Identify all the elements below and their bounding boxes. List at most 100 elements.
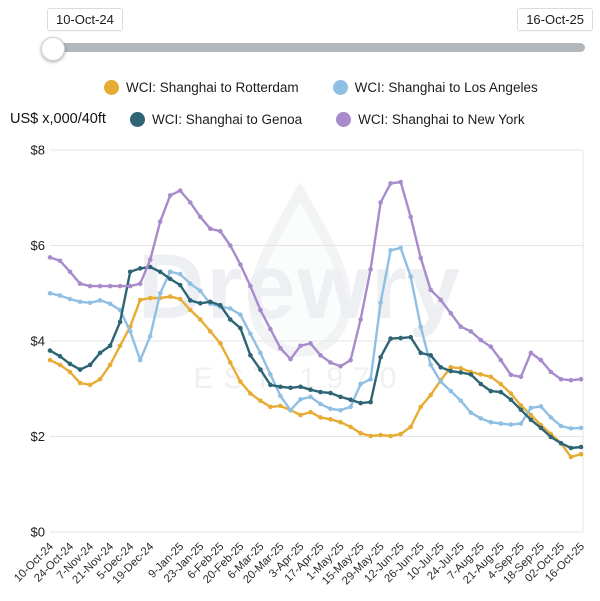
legend-item-genoa[interactable]: WCI: Shanghai to Genoa: [130, 112, 302, 127]
data-point: [218, 341, 223, 346]
data-point: [528, 412, 534, 418]
data-point: [87, 300, 93, 306]
data-point: [117, 343, 123, 349]
data-point: [288, 385, 293, 391]
data-point: [358, 400, 363, 406]
data-point: [378, 200, 383, 205]
data-point: [388, 336, 393, 341]
data-point: [428, 353, 434, 358]
data-point: [278, 393, 283, 399]
data-point: [458, 324, 464, 330]
y-tick-label: $4: [31, 334, 45, 349]
legend-label: WCI: Shanghai to Rotterdam: [126, 80, 299, 95]
data-point: [188, 200, 193, 205]
data-point: [127, 329, 133, 334]
data-point: [428, 362, 434, 368]
data-point: [157, 219, 163, 224]
y-tick-label: $8: [31, 143, 45, 158]
data-point: [458, 365, 464, 371]
data-point: [318, 353, 323, 358]
data-point: [528, 417, 534, 423]
series-york: [47, 179, 584, 383]
data-point: [328, 360, 333, 365]
data-point: [438, 379, 444, 384]
data-point: [127, 283, 133, 289]
data-point: [97, 283, 103, 289]
data-point: [498, 357, 504, 363]
data-point: [458, 398, 464, 404]
data-point: [398, 245, 404, 251]
data-point: [568, 445, 574, 451]
data-point: [368, 376, 373, 382]
data-point: [258, 367, 263, 372]
data-point: [508, 391, 514, 396]
data-point: [378, 354, 383, 360]
data-point: [268, 404, 273, 410]
data-point: [388, 433, 393, 439]
data-point: [408, 334, 414, 340]
date-range-slider-track[interactable]: [57, 43, 585, 52]
data-point: [358, 317, 363, 322]
data-point: [448, 311, 454, 316]
data-point: [538, 404, 544, 409]
data-point: [518, 403, 524, 408]
data-point: [188, 281, 193, 287]
data-point: [518, 374, 524, 380]
data-point: [117, 283, 123, 289]
genoa-series-dot-icon: [130, 112, 145, 127]
data-point: [368, 433, 373, 439]
data-point: [57, 293, 63, 298]
data-point: [338, 407, 343, 413]
date-range-start-label: 10-Oct-24: [47, 8, 123, 31]
data-point: [127, 269, 133, 275]
data-point: [508, 422, 514, 427]
data-point: [147, 295, 153, 301]
data-point: [278, 384, 283, 390]
data-point: [77, 281, 83, 287]
data-point: [258, 307, 263, 313]
data-point: [438, 365, 444, 370]
date-range-slider-handle[interactable]: [41, 37, 65, 61]
data-point: [177, 282, 183, 288]
data-point: [147, 264, 153, 270]
data-point: [97, 350, 103, 356]
data-point: [57, 354, 63, 359]
data-point: [498, 381, 504, 387]
data-point: [328, 390, 333, 396]
y-tick-label: $2: [31, 429, 45, 444]
data-point: [308, 387, 313, 393]
data-point: [238, 262, 243, 267]
data-point: [418, 350, 424, 356]
legend-item-new-york[interactable]: WCI: Shanghai to New York: [336, 112, 525, 127]
legend-label: WCI: Shanghai to New York: [358, 112, 525, 127]
data-point: [77, 299, 83, 305]
y-tick-label: $0: [31, 525, 45, 540]
data-point: [248, 283, 253, 289]
data-point: [298, 343, 303, 349]
data-point: [488, 419, 494, 425]
data-point: [218, 228, 223, 234]
data-point: [57, 258, 63, 264]
data-point: [478, 372, 484, 377]
data-point: [117, 319, 123, 325]
data-point: [358, 381, 363, 387]
data-point: [478, 381, 484, 387]
data-point: [177, 296, 183, 302]
data-point: [248, 331, 253, 337]
data-point: [548, 369, 554, 375]
data-point: [568, 426, 574, 431]
legend-item-rotterdam[interactable]: WCI: Shanghai to Rotterdam: [104, 80, 299, 95]
data-point: [348, 397, 353, 403]
data-point: [147, 257, 153, 263]
data-point: [328, 406, 333, 412]
data-point: [458, 370, 464, 375]
data-point: [47, 357, 53, 363]
data-point: [558, 440, 564, 446]
data-point: [328, 417, 333, 422]
data-point: [198, 288, 203, 294]
data-point: [308, 341, 313, 346]
data-point: [198, 214, 203, 220]
legend-item-los-angeles[interactable]: WCI: Shanghai to Los Angeles: [332, 80, 538, 95]
